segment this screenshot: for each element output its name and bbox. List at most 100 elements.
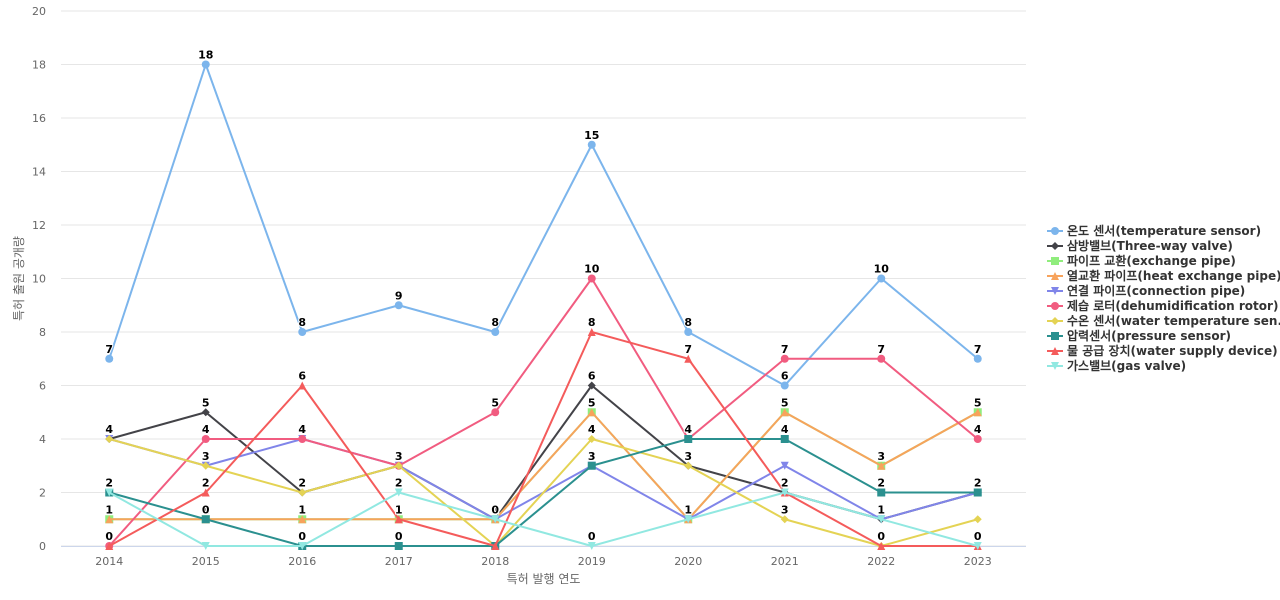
data-label: 3 [877,450,885,463]
data-label: 10 [584,263,600,276]
legend-item[interactable]: 가스밸브(gas valve) [1047,358,1186,373]
data-point [973,354,982,363]
x-tick-label: 2023 [964,555,992,568]
legend-marker [1051,317,1059,325]
legend-item[interactable]: 압력센서(pressure sensor) [1047,328,1231,343]
y-tick-label: 18 [32,59,46,72]
data-point [298,488,307,497]
data-label: 2 [395,477,403,490]
legend-label: 압력센서(pressure sensor) [1067,328,1231,343]
data-point [780,354,789,363]
data-label: 2 [877,477,885,490]
data-point [201,488,210,497]
data-label: 6 [298,370,306,383]
legend-label: 온도 센서(temperature sensor) [1067,223,1261,238]
data-label: 0 [105,530,113,543]
legend-item[interactable]: 온도 센서(temperature sensor) [1047,223,1261,238]
data-label: 4 [974,423,982,436]
data-point [394,461,403,470]
legend-label: 연결 파이프(connection pipe) [1067,283,1245,298]
data-label: 4 [298,423,306,436]
series-line [108,438,979,547]
data-point [684,461,693,470]
data-label: 3 [588,450,596,463]
data-point [587,328,596,336]
data-point [491,408,500,417]
data-label: 1 [395,503,403,516]
data-label: 1 [202,503,210,516]
data-label: 5 [588,396,596,409]
data-label: 4 [781,423,789,436]
legend-item[interactable]: 제습 로터(dehumidification rotor) [1047,298,1278,313]
series-line [109,411,979,521]
legend-item[interactable]: 파이프 교환(exchange pipe) [1047,253,1236,268]
data-label: 4 [684,423,692,436]
legend-marker [1051,257,1059,265]
data-label: 4 [684,423,692,436]
data-label: 8 [491,316,499,329]
x-tick-label: 2015 [192,555,220,568]
data-point [201,60,210,69]
data-point [877,515,886,524]
series-line [108,491,979,547]
legend-item[interactable]: 수온 센서(water temperature sen... [1047,313,1280,328]
x-tick-label: 2020 [674,555,702,568]
data-point [877,542,886,550]
series-5 [105,274,982,550]
data-label: 5 [202,396,210,409]
series-9 [105,488,982,550]
data-point [298,381,307,390]
series-line [108,331,978,547]
legend-item[interactable]: 연결 파이프(connection pipe) [1047,283,1245,298]
data-label: 2 [298,477,306,490]
data-label: 1 [395,503,403,516]
data-point [973,408,982,417]
data-label: 18 [198,49,213,62]
data-label: 4 [202,423,210,436]
y-tick-label: 14 [32,166,46,179]
data-label: 0 [395,530,403,543]
legend-item[interactable]: 열교환 파이프(heat exchange pipe) [1047,268,1280,283]
data-label: 4 [588,423,596,436]
data-point [491,515,500,524]
x-tick-label: 2021 [771,555,799,568]
series-line [108,384,979,521]
legend-marker [1051,227,1059,235]
legend-marker [1051,287,1059,295]
data-point [877,354,886,363]
data-label: 8 [684,316,692,329]
data-label: 3 [202,450,210,463]
legend-marker [1051,302,1059,310]
legend-item[interactable]: 삼방밸브(Three-way valve) [1047,238,1233,253]
legend-marker [1051,362,1059,370]
x-axis-ticks: 2014 2015 2016 2017 2018 2019 2020 2021 2022 2023 [95,555,992,568]
x-tick-label: 2017 [385,555,413,568]
data-label: 5 [491,396,499,409]
data-point [587,461,596,470]
data-point [587,274,596,283]
legend-label: 제습 로터(dehumidification rotor) [1067,298,1278,313]
data-point [105,542,114,550]
series-group [105,60,982,550]
data-point [201,542,210,550]
y-tick-label: 16 [32,112,46,125]
x-tick-label: 2018 [481,555,509,568]
legend-label: 파이프 교환(exchange pipe) [1067,253,1236,268]
data-label: 7 [105,343,113,356]
data-label: 10 [874,263,890,276]
y-axis-title: 특허 출원 공개량 [12,236,26,321]
data-label: 8 [298,316,306,329]
data-label: 4 [105,423,113,436]
legend-marker [1051,347,1059,355]
data-label: 0 [974,530,982,543]
y-tick-label: 2 [39,487,46,500]
x-tick-label: 2022 [867,555,895,568]
data-label: 1 [877,503,885,516]
legend-label: 수온 센서(water temperature sen... [1067,313,1280,328]
series-line [108,438,978,547]
legend-item[interactable]: 물 공급 장치(water supply device) [1047,343,1278,358]
legend-marker [1051,332,1059,340]
data-point [587,408,596,417]
